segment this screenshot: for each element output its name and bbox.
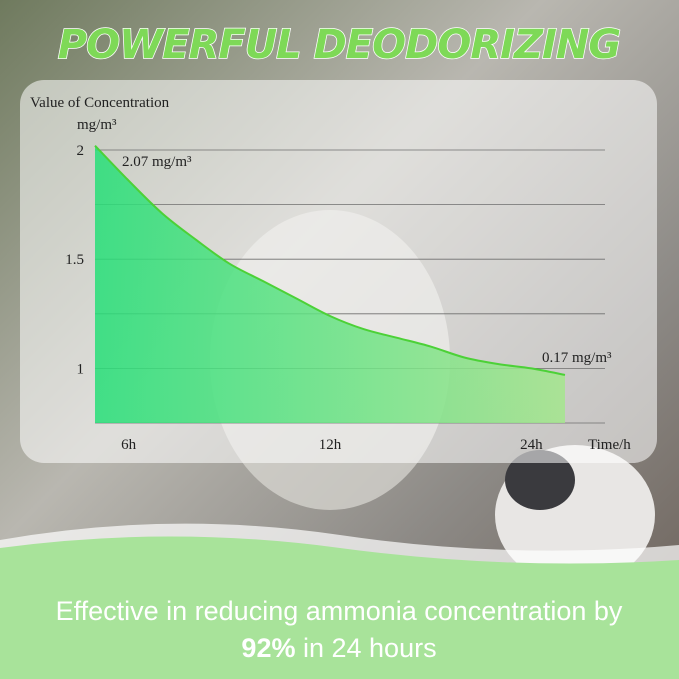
annotation: 0.17 mg/m³ — [542, 350, 612, 366]
x-tick-label: 6h — [121, 437, 137, 453]
x-tick-label: 12h — [319, 437, 342, 453]
y-axis-label: Value of Concentration — [30, 95, 170, 111]
y-tick-label: 1.5 — [65, 252, 84, 268]
footer-line: 92% in 24 hours — [241, 633, 436, 663]
footer-line: Effective in reducing ammonia concentrat… — [56, 596, 623, 626]
x-axis-label: Time/h — [588, 437, 631, 453]
highlight: 92% — [241, 633, 295, 663]
y-tick-label: 2 — [77, 143, 85, 159]
area — [95, 145, 565, 423]
chart-title: POWERFUL DEODORIZING — [58, 22, 621, 68]
footer-band — [0, 536, 679, 679]
cat-patch — [505, 450, 575, 510]
footer-text: in 24 hours — [303, 633, 437, 663]
annotation: 2.07 mg/m³ — [122, 154, 192, 170]
line — [94, 144, 566, 376]
y-tick-label: 1 — [77, 361, 85, 377]
y-axis-unit: mg/m³ — [77, 117, 117, 133]
x-tick-label: 24h — [520, 437, 543, 453]
